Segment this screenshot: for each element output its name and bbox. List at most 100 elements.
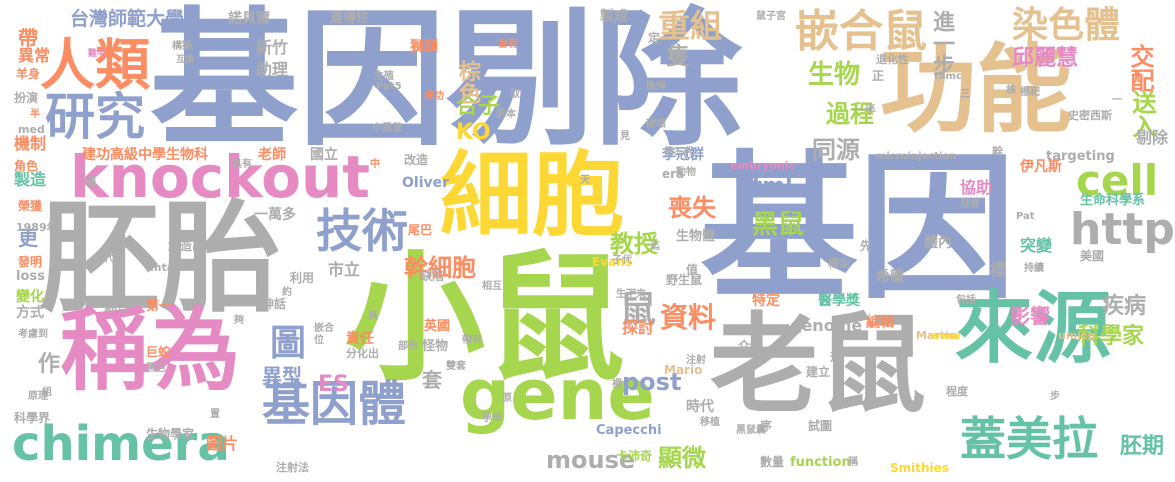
word-yue: 約 [282, 287, 292, 298]
word-zhi2: 置 [210, 409, 220, 420]
word-san: 三 [960, 89, 970, 100]
word-zhushe: 注射 [686, 355, 706, 366]
word-liguanqun: 李冠群 [662, 147, 704, 163]
word-peiqi: 胚期 [1120, 434, 1165, 459]
word-yizhi: 移植 [700, 417, 720, 428]
word-kexuejie: 科學界 [14, 411, 51, 425]
word-zheng: 正 [872, 69, 885, 83]
word-jiaoshou: 教授 [610, 230, 658, 258]
word-kaolvdao: 考慮到 [18, 329, 48, 340]
word-shengwu: 生物 [808, 60, 861, 90]
word-huhuan: 互換 [176, 55, 195, 65]
word-xianwei: 顯微 [658, 444, 706, 472]
word-xinzhu: 新竹 [256, 38, 289, 57]
word-chixu: 持續 [1024, 263, 1044, 274]
word-xibao: 細胞 [440, 142, 625, 249]
word-qi: 迄 [650, 241, 660, 252]
word-qianheshu: 嵌合鼠 [795, 6, 927, 57]
word-yiban: 一半 [852, 103, 877, 117]
word-geng: 更 [18, 226, 38, 250]
word-gaizao: 改造 [404, 153, 429, 167]
word-nobel: 諾貝爾 [228, 11, 270, 27]
word-yuanzi: 源自 [104, 299, 131, 314]
word-quexian: 缺陷 [420, 269, 445, 283]
word-li: 裡 [612, 379, 622, 390]
word-zhuli: 助理 [256, 60, 289, 79]
word-post: post [622, 368, 682, 396]
word-bianhua: 變化 [16, 289, 44, 305]
word-kexuejia: 科學家 [1078, 324, 1145, 349]
word-jianli: 建立 [806, 365, 831, 379]
word-zhusheifa: 注射法 [276, 461, 309, 474]
word-qiulihui: 邱麗慧 [1012, 46, 1079, 71]
word-fangshi: 方式 [16, 305, 44, 321]
word-xiezhu: 協助 [960, 178, 993, 197]
word-1989: 1989年 [16, 221, 58, 234]
word-hemizygote: hemizygote [736, 325, 802, 336]
word-shu: 鼠 [620, 289, 657, 330]
word-ziliao: 資料 [660, 301, 717, 334]
word-yixing: 異型 [262, 364, 302, 388]
word-zhi: 隻 [666, 42, 690, 70]
word-tao: 套 [422, 368, 442, 392]
word-huandiao: 換掉 [646, 81, 666, 92]
word-fenhuachu: 分化出 [346, 347, 379, 360]
word-ju: 具 [368, 311, 378, 322]
word-qu: 取 [510, 89, 520, 100]
word-loss: loss [16, 269, 45, 284]
word-zongse: 棕色 [455, 60, 480, 104]
word-oliver: Oliver [402, 175, 450, 191]
word-targeting: targeting [1046, 149, 1115, 164]
word-jinyibu: 進一步 [929, 10, 954, 76]
word-tongyuan: 同源 [812, 136, 860, 164]
word-xian: 先 [860, 239, 873, 253]
word-baokuo: 包括 [956, 295, 976, 306]
word-jiaopei: 交配 [1126, 44, 1154, 92]
word-zhong: 中 [370, 159, 380, 170]
word-kapeiqi: 卡沛奇 [616, 449, 653, 463]
word-xiang: 項 [84, 175, 97, 189]
word-www: www [930, 329, 961, 342]
word-jin: 近 [830, 351, 841, 364]
word-juyou: 具有 [232, 159, 252, 170]
word-jian: 見 [620, 131, 630, 142]
word-biaoding: 標定 [828, 257, 850, 270]
word-shengwuxuejia: 生物學家 [146, 427, 195, 441]
word-smithies: Smithies [890, 461, 949, 475]
word-yichang: 異常 [18, 46, 51, 65]
word-smkx: 生命科學系 [1080, 193, 1146, 208]
word-chuangzaochu: 創造出 [168, 239, 205, 253]
word-dongwu: 動物 [676, 167, 696, 178]
word-hezi: 合子 [456, 94, 501, 119]
word-tantao: 探討 [622, 318, 655, 337]
word-tupian: 圖片 [206, 434, 239, 453]
word-knockout: knockout [70, 143, 370, 211]
word-umich: umich [1058, 329, 1096, 342]
word-shengwuti: 生物體 [676, 229, 716, 244]
word-tinei: 體內 [924, 235, 952, 251]
word-xila: 希臘 [876, 269, 904, 285]
word-era: era [662, 167, 685, 181]
word-cheng: 稱 [848, 457, 858, 468]
word-heishunang: 黑鼠囊 [736, 425, 766, 436]
word-mta: mta [150, 261, 175, 274]
word-biaoba: 標靶 [1020, 87, 1040, 98]
word-zu: 組 [42, 387, 52, 398]
word-banyan: 扮演 [14, 91, 39, 105]
word-zhizao: 製造 [14, 170, 47, 189]
word-tu: 圖 [270, 323, 307, 364]
word-rongyu: 榮獲 [18, 199, 43, 213]
word-shuzigong: 鼠子宮 [756, 11, 786, 22]
word-yuan: 原 [502, 393, 512, 404]
word-jibing: 疾病 [1102, 294, 1147, 319]
word-gaimeila: 蓋美拉 [960, 412, 1098, 466]
word-genome: genome [790, 316, 863, 335]
word-taiwan-normal: 台灣師範大學 [70, 8, 185, 30]
word-zeren: 責任 [346, 331, 374, 347]
word-cell: cell [1076, 156, 1159, 205]
word-wei: 位 [314, 335, 324, 346]
word-yanjiu: 研究 [45, 88, 145, 146]
word-chimera: chimera [12, 416, 230, 472]
word-bianji: 編輯 [866, 315, 894, 331]
